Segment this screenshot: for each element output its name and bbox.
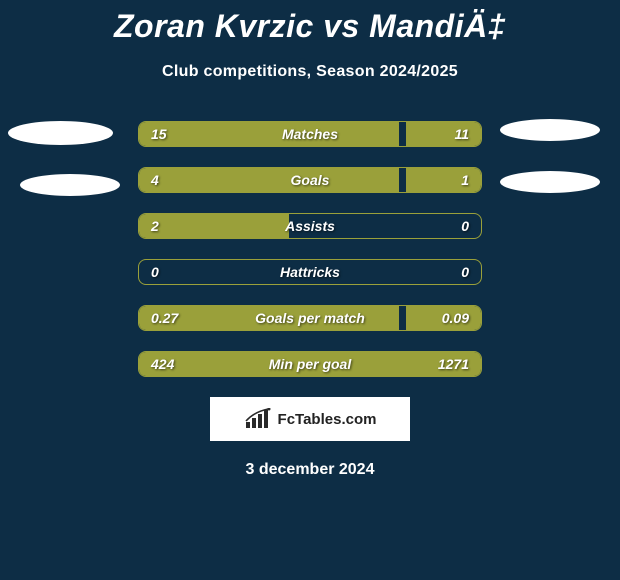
stat-bar-right [406,168,481,192]
stat-row: 4 1 Goals [0,167,620,193]
stat-row: 2 0 Assists [0,213,620,239]
stat-label: Assists [285,218,335,234]
comparison-chart: 15 11 Matches 4 1 Goals 2 0 Assists 0 0 Hattricks 0.… [0,121,620,377]
stat-label: Hattricks [280,264,340,280]
stat-label: Goals per match [255,310,365,326]
stat-label: Matches [282,126,338,142]
logo-badge: FcTables.com [210,397,410,441]
stat-value-right: 0 [461,218,469,234]
stat-bar-track: 2 0 Assists [138,213,482,239]
snapshot-date: 3 december 2024 [0,461,620,479]
stat-value-right: 0.09 [442,310,469,326]
stat-bar-track: 15 11 Matches [138,121,482,147]
stat-row: 15 11 Matches [0,121,620,147]
stat-bar-track: 4 1 Goals [138,167,482,193]
comparison-subtitle: Club competitions, Season 2024/2025 [0,63,620,81]
stat-value-left: 424 [151,356,174,372]
stat-value-left: 0 [151,264,159,280]
stat-row: 0 0 Hattricks [0,259,620,285]
stat-bar-track: 424 1271 Min per goal [138,351,482,377]
stat-bar-track: 0.27 0.09 Goals per match [138,305,482,331]
stat-value-right: 1271 [438,356,469,372]
stat-value-left: 15 [151,126,167,142]
logo-text: FcTables.com [278,411,377,428]
comparison-title: Zoran Kvrzic vs MandiÄ‡ [0,0,620,45]
stat-bar-left [139,214,289,238]
fctables-logo-icon [244,408,272,430]
stat-bar-left [139,122,399,146]
stat-row: 0.27 0.09 Goals per match [0,305,620,331]
stat-bar-right [406,122,481,146]
stat-value-left: 0.27 [151,310,178,326]
stat-label: Min per goal [269,356,351,372]
stat-label: Goals [291,172,330,188]
stat-row: 424 1271 Min per goal [0,351,620,377]
stat-value-left: 4 [151,172,159,188]
stat-value-right: 1 [461,172,469,188]
stat-value-right: 11 [454,126,469,142]
stat-rows: 15 11 Matches 4 1 Goals 2 0 Assists 0 0 Hattricks 0.… [0,121,620,377]
stat-value-right: 0 [461,264,469,280]
stat-value-left: 2 [151,218,159,234]
stat-bar-track: 0 0 Hattricks [138,259,482,285]
stat-bar-left [139,168,399,192]
